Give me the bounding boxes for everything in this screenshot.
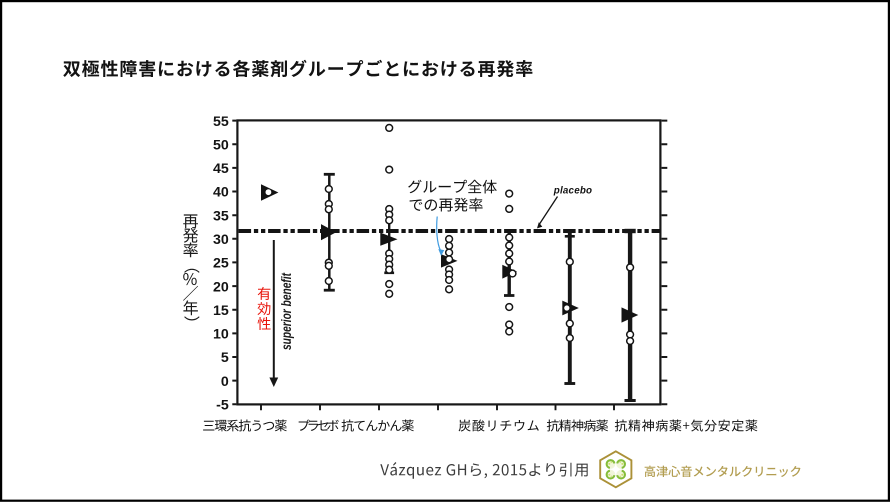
svg-text:superior benefit: superior benefit (278, 272, 294, 350)
svg-text:25: 25 (213, 256, 229, 272)
svg-text:5: 5 (221, 350, 229, 366)
svg-text:30: 30 (213, 232, 229, 248)
svg-text:-5: -5 (216, 398, 229, 414)
svg-text:0: 0 (221, 374, 229, 390)
svg-text:55: 55 (213, 114, 229, 130)
svg-text:35: 35 (213, 208, 229, 224)
svg-text:45: 45 (213, 161, 229, 177)
svg-text:placebo: placebo (553, 186, 592, 197)
svg-text:20: 20 (213, 279, 229, 295)
svg-text:40: 40 (213, 185, 229, 201)
svg-text:15: 15 (213, 303, 229, 319)
svg-text:10: 10 (213, 327, 229, 343)
svg-text:50: 50 (213, 137, 229, 153)
